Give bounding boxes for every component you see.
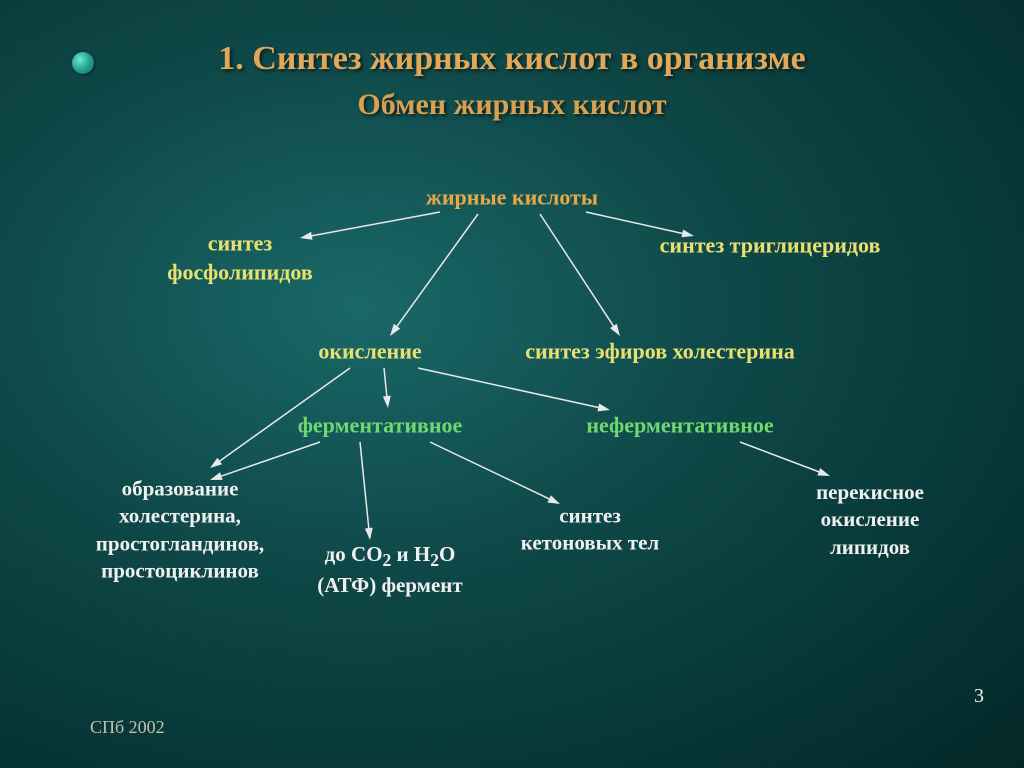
node-esters: синтез эфиров холестерина (525, 338, 795, 367)
arrow-line-1 (586, 212, 683, 234)
node-peroxide: перекисное окисление липидов (816, 479, 924, 561)
arrow-line-2 (396, 214, 478, 327)
page-number: 3 (974, 685, 984, 708)
arrow-line-3 (540, 214, 614, 327)
arrow-head-8 (365, 528, 373, 540)
arrow-line-0 (311, 212, 440, 236)
arrow-line-8 (360, 442, 369, 529)
arrow-head-4 (210, 458, 222, 468)
arrow-line-5 (384, 368, 387, 397)
arrow-head-5 (383, 396, 391, 408)
node-trigly: синтез триглицеридов (660, 232, 881, 261)
arrow-head-6 (597, 404, 610, 412)
node-phospho: синтез фосфолипидов (167, 229, 312, 286)
node-root: жирные кислоты (426, 184, 598, 213)
slide-title: 1. Синтез жирных кислот в организме (0, 40, 1024, 78)
node-ketone: синтез кетоновых тел (521, 503, 659, 558)
footer-text: СПб 2002 (90, 717, 165, 738)
node-chol: образование холестерина, простогландинов… (96, 475, 264, 584)
node-ferment: ферментативное (298, 412, 463, 441)
arrow-line-7 (220, 442, 320, 476)
arrow-head-10 (817, 468, 830, 476)
arrow-head-3 (610, 324, 620, 336)
node-co2: до CO2 и H2O(АТФ) фермент (317, 541, 462, 599)
node-oxid: окисление (318, 338, 421, 367)
node-nonferment: неферментативное (586, 412, 773, 441)
arrow-line-10 (740, 442, 820, 472)
arrow-line-6 (418, 368, 599, 408)
slide-subtitle: Обмен жирных кислот (0, 88, 1024, 122)
arrow-head-2 (390, 324, 400, 336)
arrow-line-9 (430, 442, 550, 499)
